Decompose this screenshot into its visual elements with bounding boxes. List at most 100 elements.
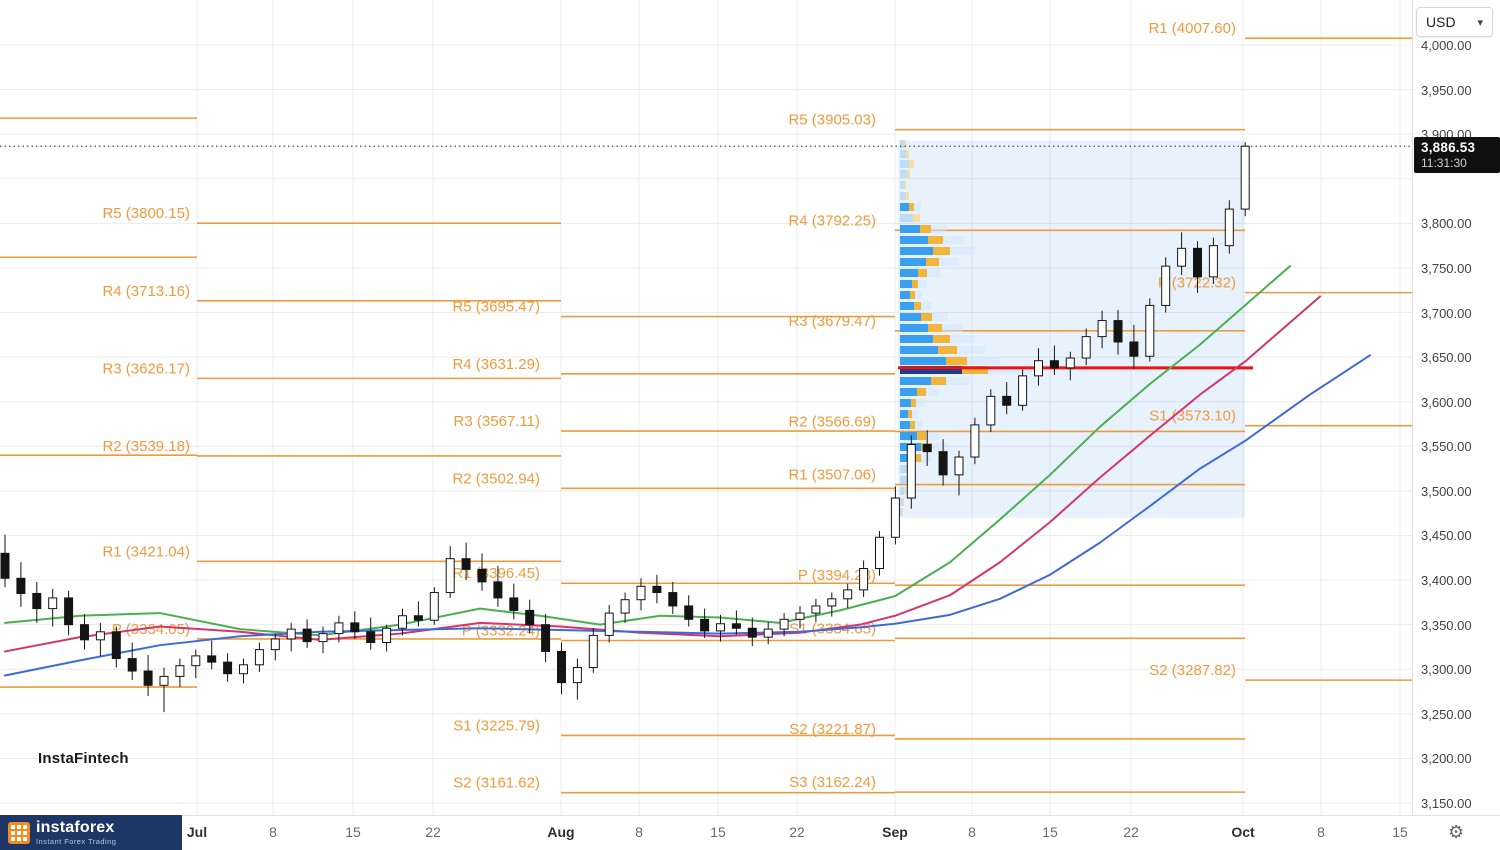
instaforex-logo-icon xyxy=(8,821,30,844)
volume-profile-row xyxy=(900,476,906,484)
candle-body xyxy=(80,624,89,641)
volume-profile-row xyxy=(900,357,946,365)
currency-selector[interactable]: USD ▾ xyxy=(1416,7,1493,37)
candle-body xyxy=(16,577,26,594)
candle-body xyxy=(239,664,248,675)
volume-profile-row xyxy=(911,399,916,407)
candle-body xyxy=(525,609,535,626)
candle-body xyxy=(0,552,10,579)
volume-profile-row xyxy=(913,214,920,222)
candle-body xyxy=(716,623,725,632)
last-price-badge: 3,886.53 11:31:30 xyxy=(1414,137,1500,174)
candle-body xyxy=(938,451,948,476)
candle-body xyxy=(906,444,916,499)
volume-profile-row xyxy=(900,225,920,233)
volume-profile-row xyxy=(900,335,933,343)
watermark-instafintech: InstaFintech xyxy=(38,750,129,767)
volume-profile-row xyxy=(900,236,928,244)
volume-profile-row xyxy=(908,410,912,418)
candle-body xyxy=(398,615,407,629)
settings-gear-icon[interactable]: ⚙ xyxy=(1448,822,1465,842)
pivot-label-sep: R1 (3507.06) xyxy=(788,467,876,484)
price-axis-label: 3,200.00 xyxy=(1421,751,1472,767)
candle-body xyxy=(795,612,805,620)
volume-profile-row xyxy=(938,346,957,354)
candle-body xyxy=(986,395,996,426)
volume-profile-row xyxy=(902,508,903,516)
candle-body xyxy=(461,558,471,570)
ma-fast-green xyxy=(4,265,1291,637)
time-axis-label: 22 xyxy=(1123,824,1139,840)
candle-body xyxy=(636,585,646,601)
volume-profile-row xyxy=(900,508,902,516)
chart-canvas[interactable]: R5 (3800.15) R4 (3713.16) R3 (3626.17) R2 (… xyxy=(0,0,1412,815)
pivot-label-sep: R5 (3905.03) xyxy=(788,112,876,129)
candle-body xyxy=(1193,247,1202,278)
candle-body xyxy=(111,631,121,660)
time-axis[interactable]: Jul 8 15 22 Aug 8 15 22 Sep 8 15 22 Oct 8 15 xyxy=(0,815,1500,850)
price-axis-label: 3,950.00 xyxy=(1421,82,1472,98)
volume-profile-row xyxy=(909,160,914,168)
volume-profile-row xyxy=(900,465,909,473)
candle-body xyxy=(429,592,439,621)
pivot-label-sep: S3 (3162.24) xyxy=(789,774,876,791)
pivot-label-jul: P (3334.05) xyxy=(112,621,190,638)
time-axis-label: 15 xyxy=(1042,824,1058,840)
volume-profile-row xyxy=(900,302,914,310)
pivot-label-aug: R2 (3502.94) xyxy=(452,470,540,487)
candle-body xyxy=(890,497,900,538)
pivot-label-sep: P (3394.28) xyxy=(798,567,876,584)
volume-profile-row xyxy=(900,487,904,495)
volume-profile-row xyxy=(910,421,915,429)
volume-profile-row xyxy=(900,377,931,385)
volume-profile-row xyxy=(904,181,906,189)
candle-body xyxy=(175,665,185,677)
volume-profile-row xyxy=(900,258,926,266)
volume-profile-row xyxy=(900,203,909,211)
price-axis-label: 4,000.00 xyxy=(1421,38,1472,53)
price-axis-label: 3,400.00 xyxy=(1421,573,1472,589)
candle-body xyxy=(32,592,42,610)
candle-body xyxy=(1177,247,1187,267)
price-axis-label: 3,250.00 xyxy=(1421,706,1472,722)
pivot-label-aug: R4 (3631.29) xyxy=(452,356,540,373)
candle-body xyxy=(1240,145,1250,210)
candle-body xyxy=(1065,357,1075,369)
pivot-label-sep: R3 (3679.47) xyxy=(788,313,876,330)
volume-profile-row xyxy=(920,225,931,233)
chart-surface[interactable]: R5 (3800.15) R4 (3713.16) R3 (3626.17) R2 (… xyxy=(0,0,1412,815)
volume-profile-row xyxy=(904,140,906,148)
pivot-label-oct: S1 (3573.10) xyxy=(1149,408,1236,425)
volume-profile-row xyxy=(917,388,926,396)
candle-body xyxy=(350,622,360,633)
price-axis-label: 3,700.00 xyxy=(1421,305,1472,321)
pivot-label-aug: R3 (3567.11) xyxy=(454,413,540,430)
volume-profile-row xyxy=(900,291,910,299)
brand-name: instaforex xyxy=(36,818,115,836)
time-axis-month-label: Oct xyxy=(1231,824,1255,840)
candle-body xyxy=(1145,304,1155,357)
candle-body xyxy=(684,605,694,620)
volume-profile-row xyxy=(904,487,906,495)
volume-profile-row xyxy=(900,346,938,354)
time-axis-label: 15 xyxy=(710,824,726,840)
candle-body xyxy=(270,638,280,651)
volume-profile-row xyxy=(917,432,926,440)
price-axis[interactable]: 3,886.53 11:31:30 4,000.00 3,950.00 3,900.… xyxy=(1412,0,1500,815)
candle-body xyxy=(859,567,869,591)
candle-body xyxy=(302,628,312,643)
time-axis-label: 8 xyxy=(269,824,277,840)
pivot-label-oct: R1 (4007.60) xyxy=(1148,20,1236,37)
price-axis-label: 3,300.00 xyxy=(1421,662,1472,678)
candle-body xyxy=(143,670,153,686)
volume-profile-row xyxy=(918,269,927,277)
volume-profile-row xyxy=(928,236,943,244)
volume-profile-row xyxy=(933,335,950,343)
volume-profile-row xyxy=(900,421,910,429)
volume-profile-row xyxy=(900,498,903,506)
candle-body xyxy=(159,675,169,686)
pivot-label-oct: P (3722.32) xyxy=(1158,275,1236,292)
ma-slow-blue xyxy=(4,354,1371,677)
candle-body xyxy=(604,612,614,636)
candle-body xyxy=(1208,245,1218,278)
